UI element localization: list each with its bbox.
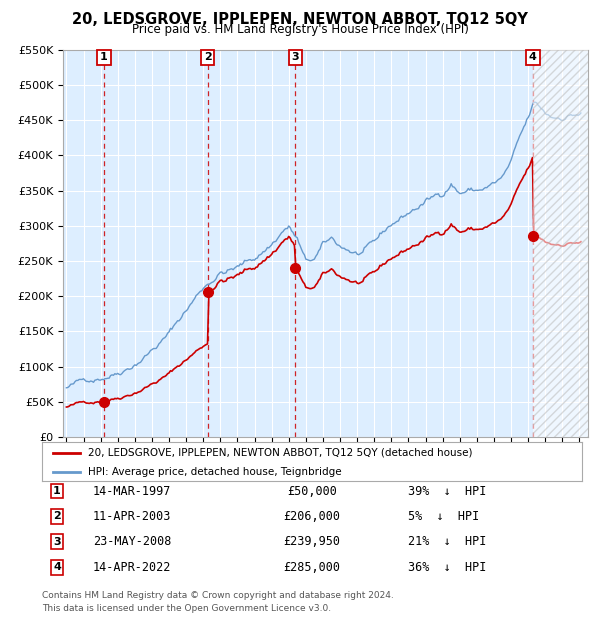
Text: 2: 2 — [53, 512, 61, 521]
Text: 20, LEDSGROVE, IPPLEPEN, NEWTON ABBOT, TQ12 5QY: 20, LEDSGROVE, IPPLEPEN, NEWTON ABBOT, T… — [72, 12, 528, 27]
Text: 4: 4 — [529, 52, 537, 63]
Text: 14-MAR-1997: 14-MAR-1997 — [93, 485, 172, 497]
Text: 39%  ↓  HPI: 39% ↓ HPI — [408, 485, 487, 497]
Text: 5%  ↓  HPI: 5% ↓ HPI — [408, 510, 479, 523]
Text: 20, LEDSGROVE, IPPLEPEN, NEWTON ABBOT, TQ12 5QY (detached house): 20, LEDSGROVE, IPPLEPEN, NEWTON ABBOT, T… — [88, 448, 472, 458]
Text: 14-APR-2022: 14-APR-2022 — [93, 561, 172, 574]
Text: Price paid vs. HM Land Registry's House Price Index (HPI): Price paid vs. HM Land Registry's House … — [131, 23, 469, 36]
Text: 3: 3 — [53, 537, 61, 547]
Text: 4: 4 — [53, 562, 61, 572]
Text: Contains HM Land Registry data © Crown copyright and database right 2024.
This d: Contains HM Land Registry data © Crown c… — [42, 591, 394, 613]
Bar — [533, 32, 588, 441]
Text: £206,000: £206,000 — [284, 510, 341, 523]
Text: 2: 2 — [204, 52, 212, 63]
Text: £285,000: £285,000 — [284, 561, 341, 574]
Text: 21%  ↓  HPI: 21% ↓ HPI — [408, 536, 487, 548]
Text: 1: 1 — [53, 486, 61, 496]
Text: 1: 1 — [100, 52, 108, 63]
Text: HPI: Average price, detached house, Teignbridge: HPI: Average price, detached house, Teig… — [88, 467, 341, 477]
Text: £239,950: £239,950 — [284, 536, 341, 548]
Text: £50,000: £50,000 — [287, 485, 337, 497]
Text: 3: 3 — [292, 52, 299, 63]
Text: 36%  ↓  HPI: 36% ↓ HPI — [408, 561, 487, 574]
Text: 23-MAY-2008: 23-MAY-2008 — [93, 536, 172, 548]
Text: 11-APR-2003: 11-APR-2003 — [93, 510, 172, 523]
